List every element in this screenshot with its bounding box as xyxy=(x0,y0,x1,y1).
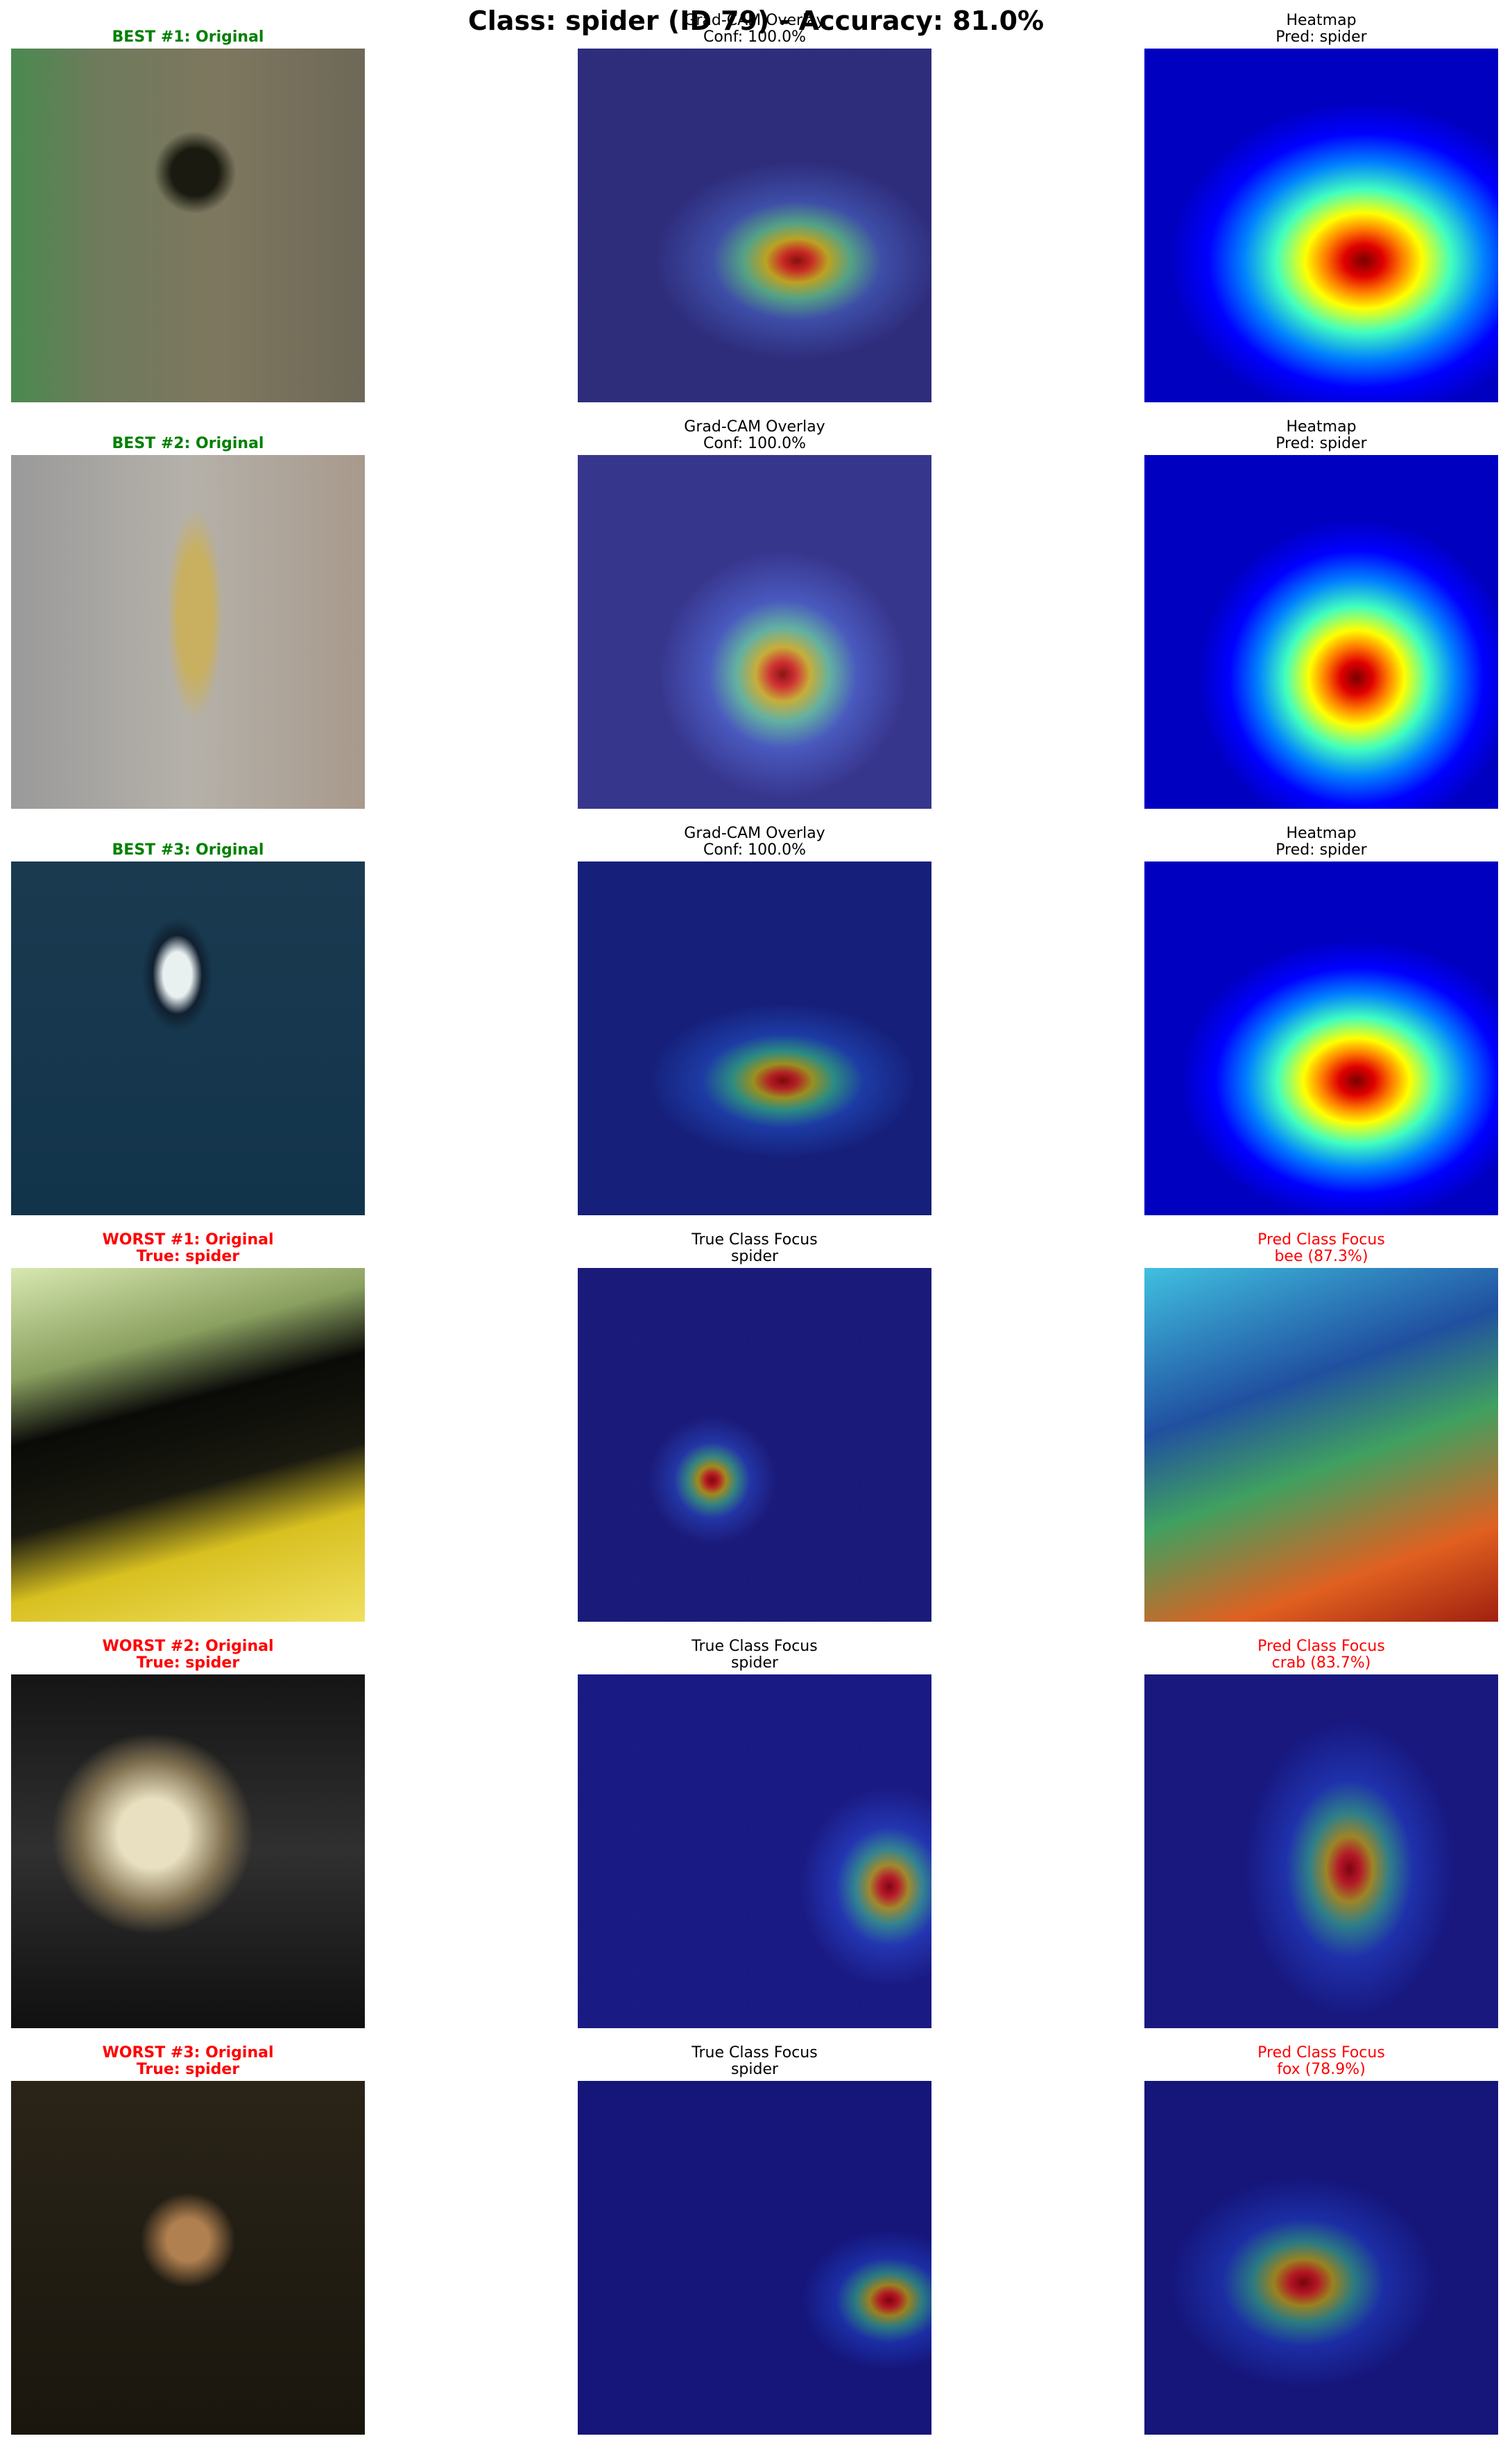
heatmap-image xyxy=(1144,1268,1498,1622)
panel-title: BEST #3: Original xyxy=(112,841,264,859)
panel-title: Conf: 100.0% xyxy=(703,28,807,46)
panel-title: Pred Class Focus xyxy=(1257,1231,1385,1249)
panel-title: True Class Focus xyxy=(691,2044,818,2061)
heatmap-image xyxy=(1144,455,1498,809)
panel-title: Grad-CAM Overlay xyxy=(684,825,825,842)
panel-title: True: spider xyxy=(136,1248,240,1265)
panel-title: True: spider xyxy=(136,1654,240,1672)
panel-title: spider xyxy=(730,2061,779,2078)
panel-title: Heatmap xyxy=(1286,825,1357,842)
panel-title: Pred: spider xyxy=(1275,28,1367,46)
overlay-image xyxy=(578,861,931,1215)
overlay-image xyxy=(578,49,931,402)
panel-title: WORST #3: Original xyxy=(102,2044,274,2061)
panel-title: Pred Class Focus xyxy=(1257,2044,1385,2061)
panel-title: Pred: spider xyxy=(1275,841,1367,859)
panel-title: True Class Focus xyxy=(691,1231,818,1249)
panel-title: True Class Focus xyxy=(691,1638,818,1655)
panel-title: WORST #1: Original xyxy=(102,1231,274,1249)
heatmap-image xyxy=(1144,1674,1498,2028)
panel-title: True: spider xyxy=(136,2061,240,2078)
overlay-image xyxy=(578,455,931,809)
panel-title: crab (83.7%) xyxy=(1271,1654,1371,1672)
figure-title: Class: spider (ID 79) - Accuracy: 81.0% xyxy=(467,6,1045,36)
original-image xyxy=(11,1674,365,2028)
panel-title: Heatmap xyxy=(1286,418,1357,436)
original-image xyxy=(11,861,365,1215)
panel-title: fox (78.9%) xyxy=(1277,2061,1366,2078)
panel-title: spider xyxy=(730,1248,779,1265)
heatmap-image xyxy=(1144,2081,1498,2435)
panel-title: Conf: 100.0% xyxy=(703,435,807,452)
original-image xyxy=(11,49,365,402)
panel-title: BEST #1: Original xyxy=(112,28,264,46)
overlay-image xyxy=(578,2081,931,2435)
panel-title: spider xyxy=(730,1654,779,1672)
panel-title: Pred: spider xyxy=(1275,435,1367,452)
panel-title: BEST #2: Original xyxy=(112,435,264,452)
panel-title: Grad-CAM Overlay xyxy=(684,418,825,436)
panel-title: Grad-CAM Overlay xyxy=(684,12,825,29)
original-image xyxy=(11,2081,365,2435)
original-image xyxy=(11,1268,365,1622)
panel-title: Heatmap xyxy=(1286,12,1357,29)
heatmap-image xyxy=(1144,861,1498,1215)
heatmap-image xyxy=(1144,49,1498,402)
original-image xyxy=(11,455,365,809)
panel-title: Conf: 100.0% xyxy=(703,841,807,859)
panel-title: Pred Class Focus xyxy=(1257,1638,1385,1655)
overlay-image xyxy=(578,1674,931,2028)
panel-title: WORST #2: Original xyxy=(102,1638,274,1655)
panel-title: bee (87.3%) xyxy=(1274,1248,1368,1265)
overlay-image xyxy=(578,1268,931,1622)
